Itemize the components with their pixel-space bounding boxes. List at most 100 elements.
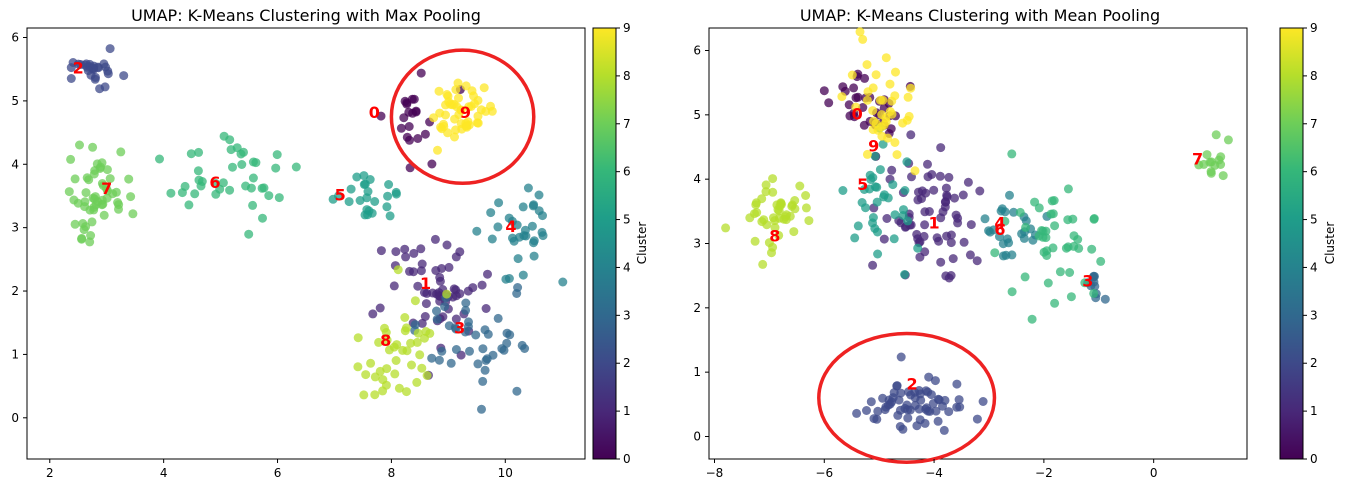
scatter-point — [868, 260, 878, 270]
scatter-point — [463, 322, 473, 332]
scatter-point — [119, 71, 129, 81]
scatter-point — [401, 252, 411, 262]
scatter-point — [939, 425, 949, 435]
scatter-point — [271, 163, 281, 173]
scatter-point — [889, 234, 899, 244]
scatter-point — [941, 183, 951, 193]
scatter-point — [410, 320, 420, 330]
scatter-point — [463, 286, 473, 296]
scatter-point — [412, 377, 422, 387]
scatter-point — [353, 362, 363, 372]
scatter-point — [1009, 207, 1019, 217]
scatter-point — [1050, 298, 1060, 308]
y-tick-label: 5 — [693, 108, 701, 122]
scatter-point — [197, 177, 207, 186]
scatter-point — [1100, 294, 1110, 304]
scatter-point — [89, 205, 99, 215]
scatter-point — [416, 68, 426, 78]
scatter-point — [955, 402, 965, 412]
colorbar-tick-label: 9 — [623, 21, 631, 35]
colorbar-tick-label: 0 — [1310, 452, 1318, 466]
scatter-point — [923, 387, 933, 397]
scatter-point — [79, 225, 89, 235]
scatter-point — [461, 298, 471, 308]
scatter-point — [481, 355, 491, 365]
scatter-point — [486, 208, 496, 218]
cluster-label: 2 — [73, 59, 84, 78]
scatter-point — [924, 372, 934, 382]
cluster-label: 4 — [994, 214, 1005, 233]
scatter-point — [85, 237, 95, 247]
scatter-point — [801, 191, 811, 200]
scatter-point — [451, 85, 461, 95]
scatter-point — [83, 66, 93, 76]
scatter-point — [465, 346, 474, 356]
scatter-point — [869, 414, 879, 424]
scatter-point — [455, 247, 465, 257]
scatter-point — [898, 424, 908, 434]
scatter-point — [906, 83, 916, 93]
scatter-point — [432, 314, 442, 324]
colorbar-tick-label: 4 — [623, 260, 631, 274]
scatter-point — [838, 186, 848, 195]
scatter-point — [420, 129, 430, 139]
cluster-label: 6 — [209, 173, 220, 192]
scatter-point — [450, 114, 460, 124]
scatter-point — [1043, 278, 1053, 288]
scatter-point — [785, 211, 795, 221]
scatter-point — [402, 346, 412, 356]
cluster-label: 6 — [994, 220, 1005, 239]
scatter-point — [439, 119, 448, 129]
scatter-point — [910, 166, 920, 176]
scatter-point — [374, 337, 384, 347]
scatter-point — [721, 223, 731, 233]
scatter-point — [450, 132, 459, 142]
scatter-point — [899, 205, 908, 215]
scatter-point — [493, 222, 503, 232]
scatter-point — [900, 186, 910, 195]
scatter-point — [378, 375, 388, 385]
cluster-labels: 0 1 2 3 4 5 6 7 8 9 — [73, 59, 517, 351]
scatter-point — [291, 162, 301, 172]
y-axis-ticks: 0 1 2 3 4 5 6 — [11, 31, 27, 425]
colorbar-tick-label: 2 — [623, 356, 631, 370]
scatter-point — [409, 94, 419, 104]
scatter-point — [248, 200, 258, 210]
scatter-point — [913, 195, 923, 205]
cluster-label: 9 — [868, 137, 879, 156]
y-tick-label: 4 — [693, 172, 701, 186]
scatter-point — [920, 220, 930, 230]
scatter-point — [389, 281, 399, 291]
y-tick-label: 6 — [693, 44, 701, 58]
scatter-point — [417, 318, 427, 328]
scatter-points — [64, 44, 568, 414]
scatter-point — [97, 179, 107, 188]
plot-area — [26, 27, 586, 460]
scatter-point — [978, 397, 988, 406]
scatter-point — [936, 257, 946, 267]
scatter-point — [896, 352, 906, 362]
scatter-point — [410, 296, 420, 306]
scatter-point — [399, 113, 409, 123]
scatter-point — [1065, 268, 1075, 277]
scatter-point — [75, 140, 84, 150]
scatter-point — [433, 145, 442, 155]
scatter-point — [801, 203, 811, 213]
scatter-point — [400, 244, 410, 254]
scatter-point — [1211, 130, 1221, 140]
scatter-point — [891, 67, 900, 77]
scatter-point — [461, 118, 471, 128]
scatter-point — [365, 175, 375, 184]
scatter-point — [442, 240, 452, 250]
scatter-point — [114, 204, 123, 214]
scatter-point — [383, 191, 393, 201]
scatter-point — [882, 214, 892, 223]
scatter-point — [885, 107, 895, 116]
scatter-point — [405, 135, 414, 145]
scatter-point — [73, 198, 83, 208]
scatter-point — [1061, 243, 1071, 253]
scatter-point — [998, 251, 1008, 261]
scatter-point — [995, 232, 1004, 242]
scatter-point — [272, 150, 282, 160]
scatter-point — [879, 234, 889, 244]
